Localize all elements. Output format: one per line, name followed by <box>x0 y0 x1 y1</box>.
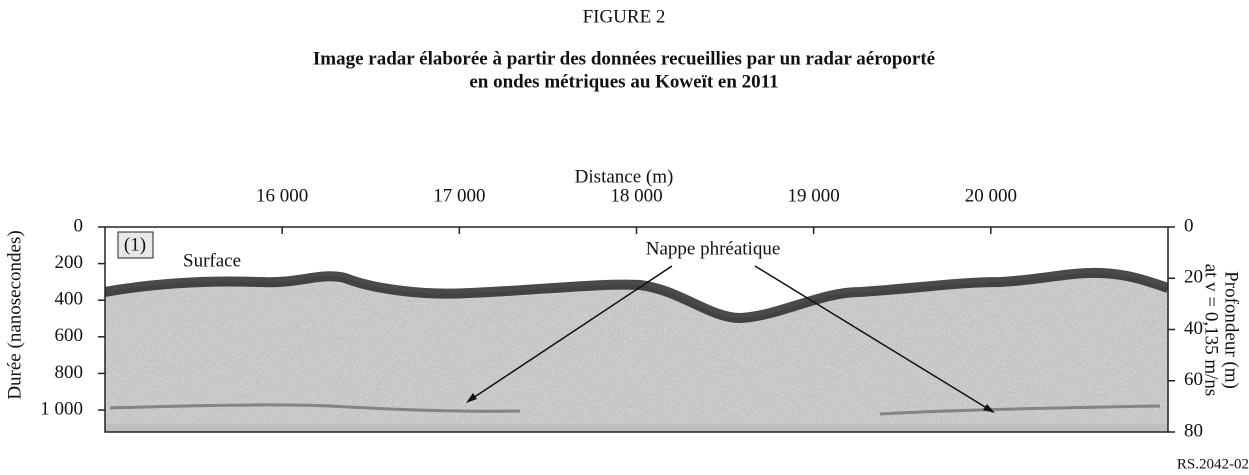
y-tick-label: 800 <box>55 362 84 383</box>
x-tick-label: 20 000 <box>965 185 1017 206</box>
y2-tick-label: 80 <box>1184 420 1203 441</box>
y-tick-label: 1 000 <box>40 398 83 419</box>
y-axis-label: Durée (nanosecondes) <box>4 230 25 399</box>
y2-axis-label: Profondeur (m) <box>1221 271 1242 389</box>
y2-tick-label: 20 <box>1184 267 1203 288</box>
figure: FIGURE 2 Image radar élaborée à partir d… <box>0 0 1249 475</box>
x-tick-label: 19 000 <box>788 185 840 206</box>
annotation: Nappe phréatique <box>646 238 781 259</box>
panel-label: (1) <box>124 234 146 255</box>
bottom-band <box>105 424 1168 432</box>
y2-axis-label: at v = 0,135 m/ns <box>1201 264 1222 397</box>
x-tick-label: 17 000 <box>433 185 485 206</box>
figure-title: en ondes métriques au Koweït en 2011 <box>469 71 778 92</box>
y2-tick-label: 0 <box>1184 215 1194 236</box>
figure-title: Image radar élaborée à partir des donnée… <box>313 48 935 69</box>
footer: RS.2042-02 <box>1177 456 1249 472</box>
x-tick-label: 16 000 <box>256 185 308 206</box>
y-tick-label: 0 <box>74 215 84 236</box>
x-axis-label: Distance (m) <box>575 166 674 187</box>
x-tick-label: 18 000 <box>610 185 662 206</box>
y-tick-label: 600 <box>55 325 84 346</box>
figure-label: FIGURE 2 <box>583 6 666 27</box>
annotation: Surface <box>183 250 241 271</box>
y-tick-label: 400 <box>55 289 84 310</box>
y-tick-label: 200 <box>55 252 84 273</box>
y2-tick-label: 60 <box>1184 369 1203 390</box>
y2-tick-label: 40 <box>1184 318 1203 339</box>
